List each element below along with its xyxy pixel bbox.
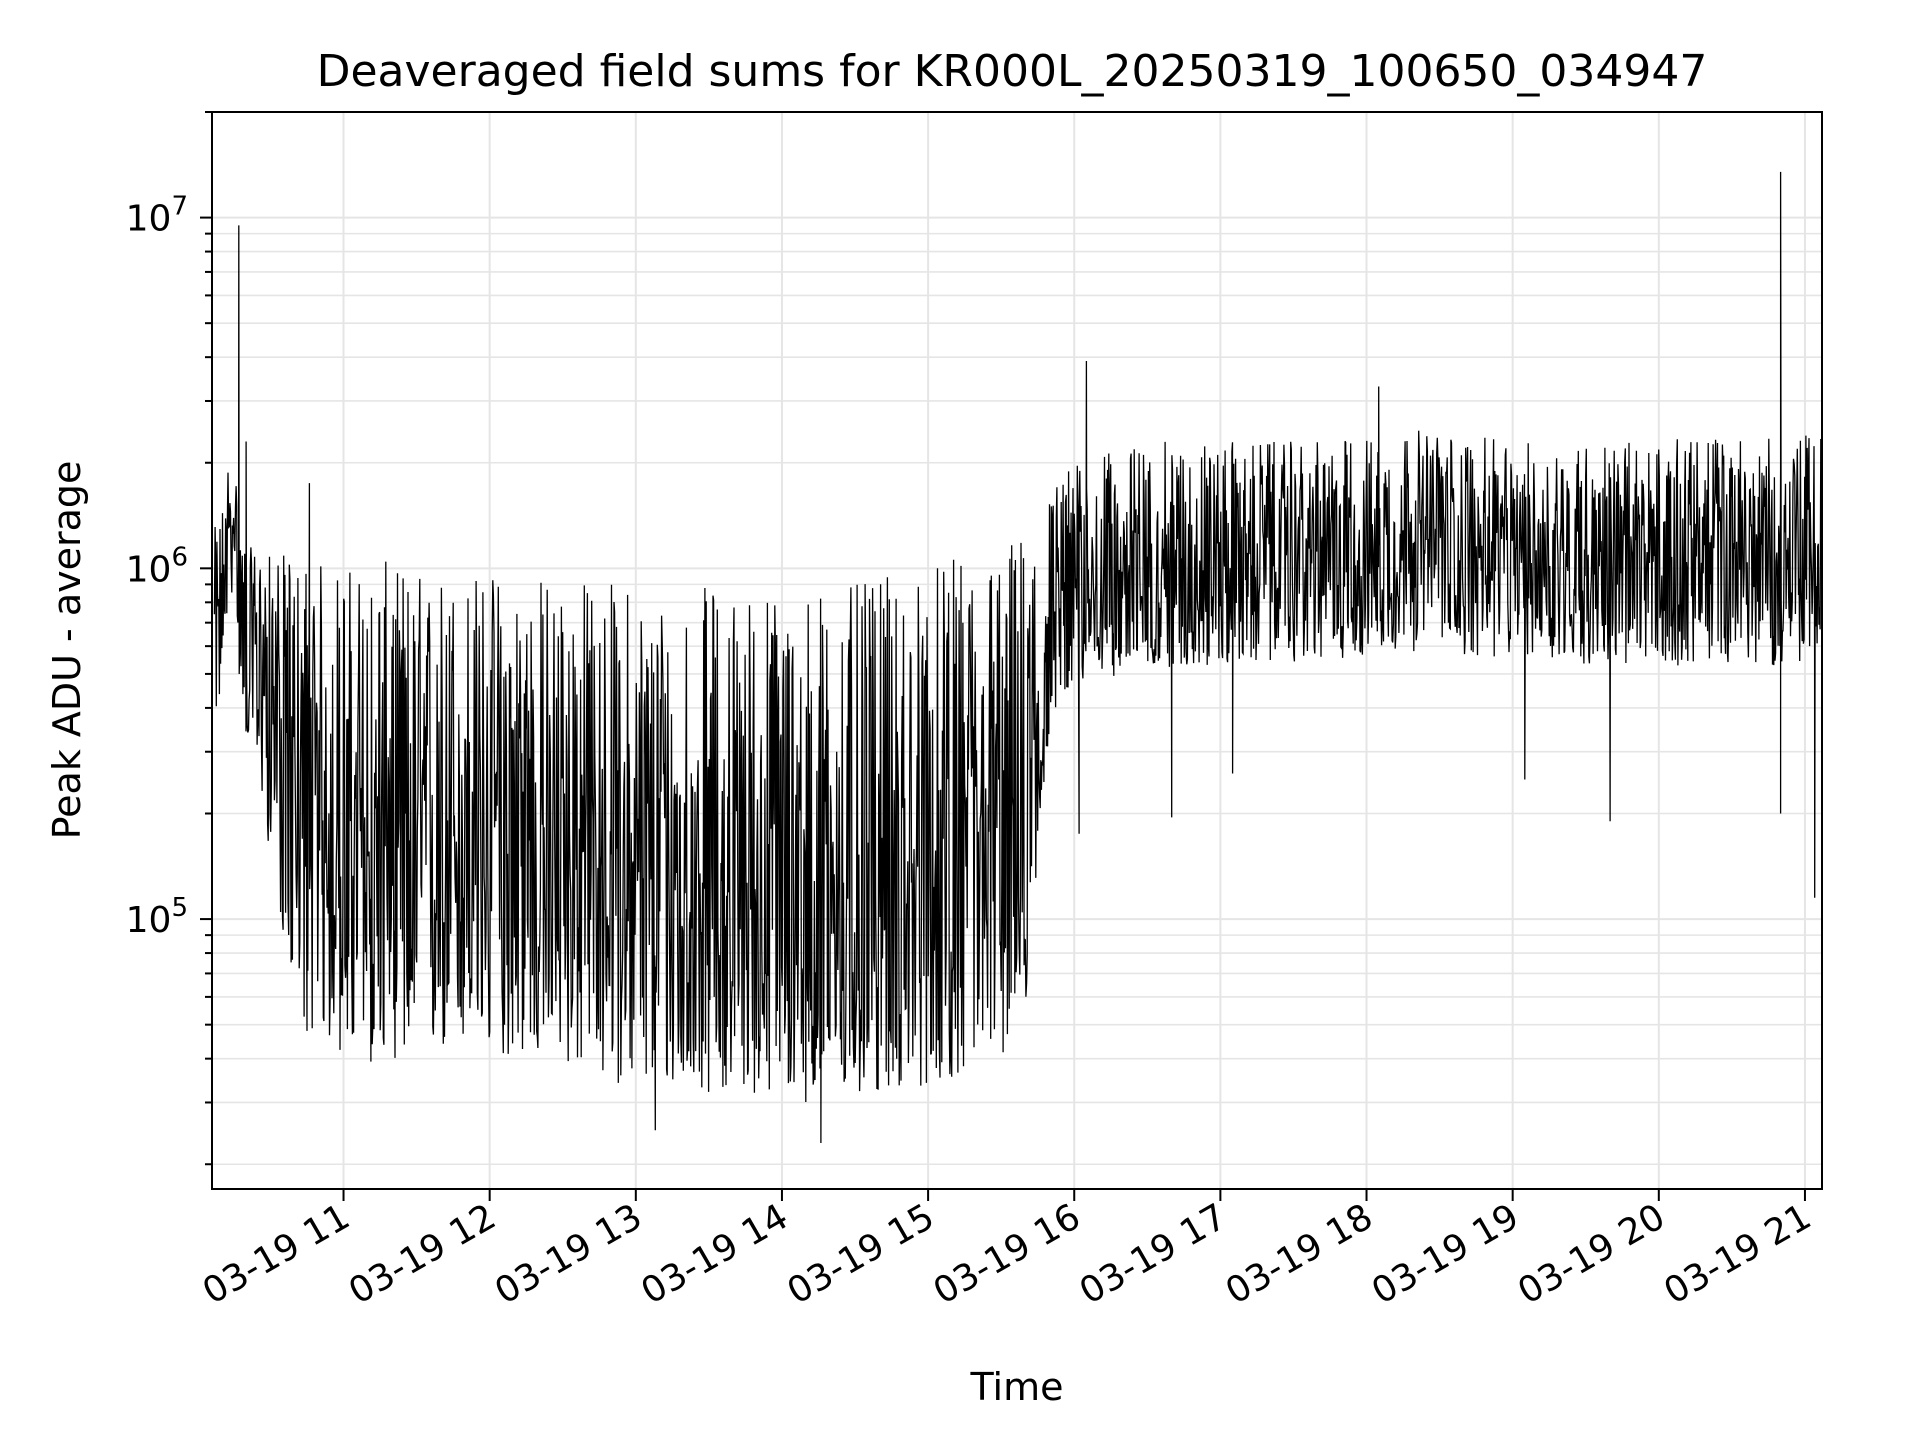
x-tick-label: 03-19 13	[488, 1196, 649, 1312]
x-tick-label: 03-19 21	[1657, 1196, 1818, 1312]
x-tick-label: 03-19 14	[634, 1196, 795, 1312]
x-tick-label: 03-19 19	[1365, 1196, 1526, 1312]
grid-lines	[212, 111, 1822, 1189]
plot-area-frame	[211, 111, 1823, 1190]
x-tick-label: 03-19 12	[342, 1196, 503, 1312]
series-line	[213, 171, 1823, 1144]
chart-title: Deaveraged field sums for KR000L_2025031…	[317, 46, 1708, 97]
x-tick-label: 03-19 20	[1511, 1196, 1672, 1312]
y-axis-label: Peak ADU - average	[45, 461, 89, 840]
y-tick-label: 105	[126, 893, 188, 941]
x-tick-label: 03-19 18	[1219, 1196, 1380, 1312]
data-series-line	[213, 171, 1823, 1144]
x-tick-label: 03-19 17	[1073, 1196, 1234, 1312]
y-tick-label: 106	[126, 542, 188, 590]
x-tick-label: 03-19 15	[781, 1196, 942, 1312]
x-axis-label: Time	[970, 1365, 1064, 1409]
y-tick-label: 107	[126, 192, 188, 240]
y-axis-ticks: 105 106 107	[126, 111, 212, 1166]
x-tick-label: 03-19 16	[927, 1196, 1088, 1312]
x-tick-label: 03-19 11	[196, 1196, 357, 1312]
